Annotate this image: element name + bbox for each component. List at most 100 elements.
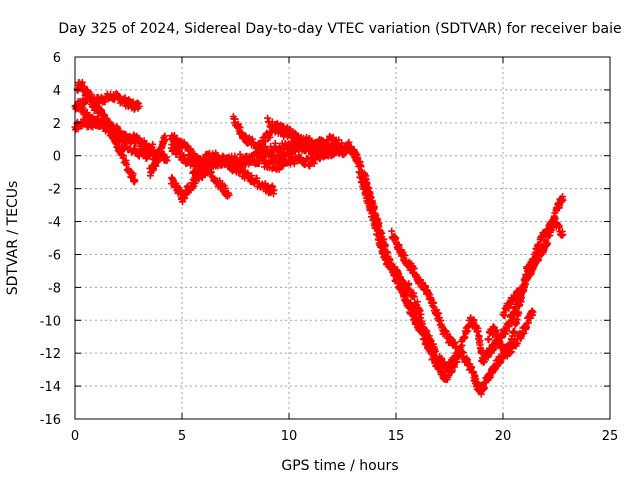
data-point <box>225 191 233 199</box>
data-point <box>161 132 169 140</box>
data-point <box>143 140 151 148</box>
data-point <box>425 335 433 343</box>
data-point <box>248 151 256 159</box>
data-point <box>533 248 541 256</box>
data-point <box>129 170 137 178</box>
data-point <box>384 249 392 257</box>
data-point <box>416 306 424 314</box>
data-point <box>480 384 488 392</box>
data-point <box>135 134 143 142</box>
data-point <box>511 328 519 336</box>
data-point <box>261 138 269 146</box>
data-point <box>120 152 128 160</box>
data-point <box>470 316 478 324</box>
data-point <box>528 262 536 270</box>
data-point <box>374 215 382 223</box>
data-point <box>149 140 157 148</box>
data-point <box>378 229 386 237</box>
data-point <box>542 237 550 245</box>
data-point <box>345 138 353 146</box>
data-point <box>190 174 198 182</box>
data-point <box>135 102 143 110</box>
data-point <box>559 231 567 239</box>
data-point <box>434 310 442 318</box>
x-tick-label: 20 <box>495 429 512 444</box>
data-point <box>388 227 396 235</box>
y-tick-label: -12 <box>40 347 61 362</box>
data-point <box>410 293 418 301</box>
y-tick-label: -4 <box>48 216 61 231</box>
data-point <box>559 196 567 204</box>
series-arc-19 <box>484 307 537 360</box>
series-arc-5 <box>146 132 169 180</box>
data-point <box>279 125 287 133</box>
data-point <box>485 335 493 343</box>
data-point <box>254 148 262 156</box>
data-point <box>461 333 469 341</box>
y-tick-label: 6 <box>53 51 61 66</box>
series-arc-9 <box>189 146 340 182</box>
data-point <box>383 248 391 256</box>
data-point <box>131 176 139 184</box>
data-point <box>529 308 537 316</box>
data-point <box>370 203 378 211</box>
y-tick-label: 2 <box>53 117 61 132</box>
series-arc-16 <box>388 227 460 352</box>
y-tick-label: -6 <box>48 248 61 263</box>
data-point <box>231 115 239 123</box>
plot-frame <box>74 56 611 420</box>
data-point <box>242 132 250 140</box>
data-point <box>187 146 195 154</box>
data-point <box>79 104 87 112</box>
data-point <box>417 310 425 318</box>
y-tick-label: 0 <box>53 150 61 165</box>
data-point <box>520 329 528 337</box>
data-point <box>127 139 135 147</box>
grid <box>75 57 610 419</box>
data-point <box>221 184 229 192</box>
series-arc-15 <box>360 169 486 398</box>
y-tick-label: 4 <box>53 84 61 99</box>
data-point <box>375 219 383 227</box>
data-point <box>448 367 456 375</box>
data-point <box>503 327 511 335</box>
data-point <box>501 312 509 320</box>
data-point <box>121 94 129 102</box>
y-tick-label: -8 <box>48 281 61 296</box>
data-point <box>409 304 417 312</box>
x-tick-label: 5 <box>178 429 186 444</box>
data-point <box>312 146 320 154</box>
axis-ticks: 0 5 10 15 20 25 -16 -14 -12 -10 -8 -6 -4 -2 0 2 4 6 <box>40 51 619 444</box>
data-point <box>413 298 421 306</box>
chart-title: Day 325 of 2024, Sidereal Day-to-day VTE… <box>58 21 621 37</box>
series-arc-4 <box>73 100 165 164</box>
data-point <box>527 266 535 274</box>
data-point <box>403 291 411 299</box>
series-arc-20 <box>499 216 567 320</box>
data-point <box>290 160 298 168</box>
data-point <box>401 251 409 259</box>
data-point <box>381 241 389 249</box>
data-point <box>266 133 274 141</box>
data-point <box>163 157 171 165</box>
data-point <box>524 274 532 282</box>
y-tick-label: -16 <box>40 413 61 428</box>
data-points <box>71 78 567 398</box>
x-tick-label: 0 <box>71 429 79 444</box>
data-point <box>88 95 96 103</box>
data-point <box>440 358 448 366</box>
x-tick-label: 25 <box>602 429 619 444</box>
data-point <box>493 326 501 334</box>
data-point <box>328 152 336 160</box>
data-point <box>513 315 521 323</box>
y-axis-label: SDTVAR / TECUs <box>5 181 21 296</box>
data-point <box>365 184 373 192</box>
data-point <box>154 157 162 165</box>
data-point <box>202 166 210 174</box>
data-point <box>452 343 460 351</box>
data-point <box>253 174 261 182</box>
data-point <box>447 363 455 371</box>
data-point <box>270 186 278 194</box>
x-axis-label: GPS time / hours <box>281 458 398 474</box>
